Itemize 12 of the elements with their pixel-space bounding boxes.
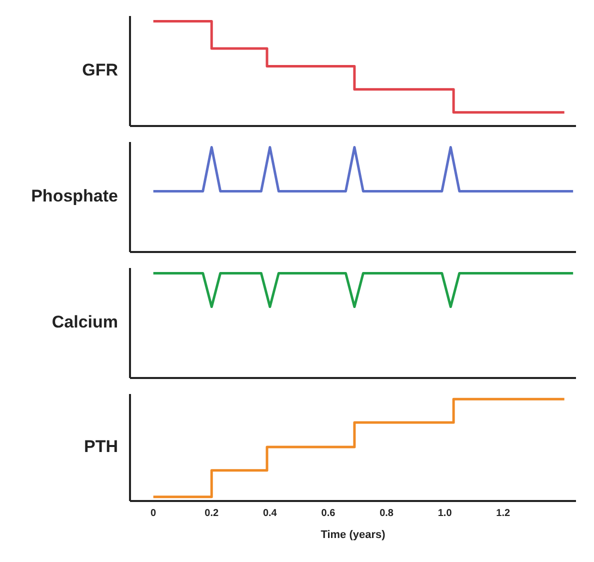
- x-tick-label: 0.6: [321, 508, 336, 520]
- y-axis-title: PTH: [84, 436, 118, 456]
- y-axis-title: Calcium: [52, 312, 118, 332]
- x-tick-label: 0.4: [262, 508, 278, 520]
- x-axis-title: Time (years): [320, 529, 386, 541]
- x-tick-label: 1.0: [438, 508, 452, 520]
- x-tick-label: 0.8: [380, 508, 394, 520]
- y-axis-title: GFR: [82, 60, 118, 80]
- x-tick-label: 0: [150, 508, 157, 520]
- y-axis-title: Phosphate: [31, 186, 118, 206]
- x-tick-label: 1.2: [496, 508, 511, 520]
- x-tick-label: 0.2: [204, 508, 220, 520]
